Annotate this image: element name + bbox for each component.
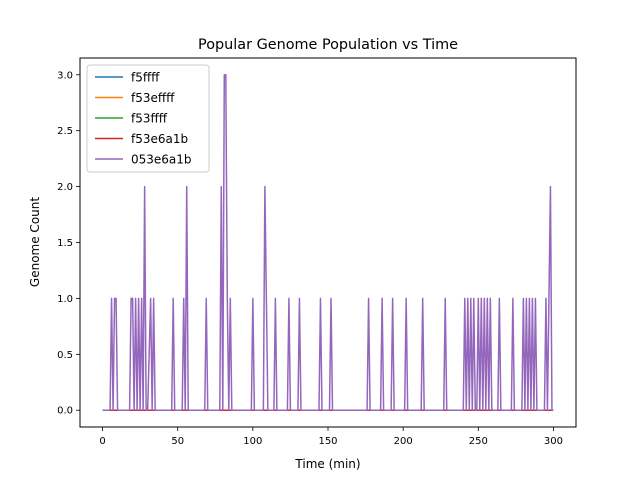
legend-label-0: f5ffff: [131, 71, 160, 85]
x-tick-label: 50: [171, 436, 184, 447]
legend-label-2: f53ffff: [131, 112, 168, 126]
y-tick-label: 2.0: [57, 182, 73, 193]
y-axis-label: Genome Count: [28, 197, 42, 287]
y-tick-label: 2.5: [57, 126, 73, 137]
y-tick-label: 1.5: [57, 238, 73, 249]
y-tick-label: 1.0: [57, 294, 73, 305]
y-tick-label: 0.0: [57, 406, 73, 417]
x-tick-label: 150: [318, 436, 337, 447]
x-tick-label: 300: [544, 436, 563, 447]
x-tick-label: 250: [469, 436, 488, 447]
x-tick-label: 200: [394, 436, 413, 447]
x-tick-label: 100: [243, 436, 262, 447]
series-line-4: [102, 74, 554, 411]
y-tick-label: 3.0: [57, 70, 73, 81]
chart-title: Popular Genome Population vs Time: [198, 37, 458, 53]
plot-layer: [102, 74, 554, 411]
legend-box: [86, 64, 210, 173]
x-axis-label: Time (min): [294, 457, 360, 471]
x-tick-label: 0: [99, 436, 105, 447]
legend-label-1: f53effff: [131, 91, 175, 105]
x-axis-ticks: 0 50 100 150 200 250 300: [99, 427, 563, 447]
y-axis-ticks: 0.0 0.5 1.0 1.5 2.0 2.5 3.0: [57, 70, 80, 417]
legend-label-4: 053e6a1b: [131, 153, 192, 167]
y-tick-label: 0.5: [57, 350, 73, 361]
legend-label-3: f53e6a1b: [131, 132, 188, 146]
legend: f5ffff f53effff f53ffff f53e6a1b 053e6a1b: [86, 64, 210, 173]
axes-frame: [79, 57, 577, 428]
